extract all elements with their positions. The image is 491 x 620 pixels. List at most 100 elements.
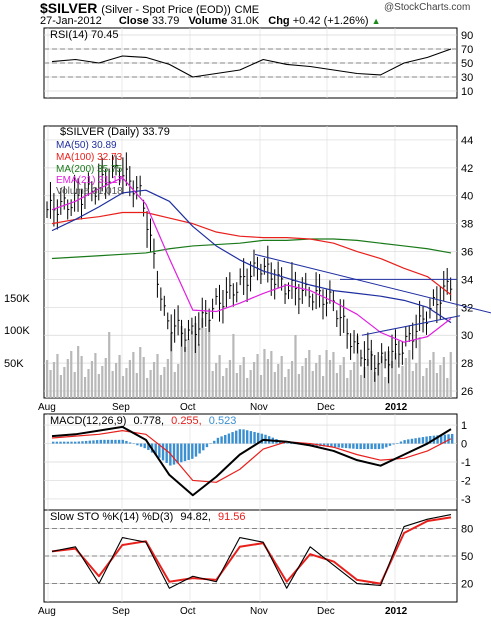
sto-x-tick-label: 2012 xyxy=(385,606,408,617)
volume-bar xyxy=(80,356,83,398)
volume-bar xyxy=(304,358,307,398)
macd-histogram-bar xyxy=(198,443,201,454)
price-tick-label: 30 xyxy=(461,330,473,342)
volume-bar xyxy=(187,339,190,398)
macd-histogram-bar xyxy=(165,443,168,463)
price-tick-label: 26 xyxy=(461,386,473,398)
macd-histogram-bar xyxy=(161,443,165,461)
macd-histogram-bar xyxy=(220,436,223,444)
volume-bar xyxy=(73,372,76,398)
sto-x-tick-label: Nov xyxy=(250,606,268,617)
macd-histogram-bar xyxy=(147,443,150,450)
volume-bar xyxy=(239,365,242,398)
macd-histogram-bar xyxy=(110,439,113,444)
macd-histogram-bar xyxy=(132,443,135,445)
volume-bar xyxy=(277,364,280,398)
sto-k-line xyxy=(51,514,452,589)
volume-bar xyxy=(397,374,401,398)
macd-tick-label: -1 xyxy=(461,457,471,469)
sto-label-d: 91.56 xyxy=(218,511,246,523)
volume-bar xyxy=(194,323,197,398)
volume-value: 31.0K xyxy=(230,15,260,27)
volume-bar xyxy=(90,361,94,398)
volume-bar xyxy=(201,318,204,398)
volume-bar xyxy=(156,354,159,398)
volume-bar xyxy=(384,377,387,398)
legend-ema21: EMA(21) 31.17 xyxy=(56,175,124,186)
volume-bar xyxy=(425,368,428,398)
volume-bar xyxy=(208,320,211,398)
macd-histogram-bar xyxy=(139,443,143,447)
volume-bar xyxy=(442,357,445,398)
volume-bar xyxy=(349,370,352,398)
macd-histogram-bar xyxy=(88,440,92,444)
volume-bar xyxy=(370,351,373,398)
macd-label: MACD(12,26,9) 0.778, 0.255, 0.523 xyxy=(50,415,236,427)
volume-bar xyxy=(118,355,121,398)
volume-bar xyxy=(380,356,383,398)
macd-histogram-bar xyxy=(330,443,333,447)
sto-x-tick-label: Oct xyxy=(180,606,196,617)
symbol-title: $SILVER (Silver - Spot Price (EOD)) CME xyxy=(40,0,259,16)
volume-bar xyxy=(70,351,73,398)
macd-histogram-bar xyxy=(403,440,406,444)
macd-histogram-bar xyxy=(81,441,84,444)
macd-histogram-bar xyxy=(440,434,443,444)
macd-histogram-bar xyxy=(352,443,355,449)
macd-label-main: MACD(12,26,9) xyxy=(50,415,126,427)
volume-bar xyxy=(435,373,439,398)
sto-tick-label: 80 xyxy=(461,523,473,535)
price-x-tick-label: Nov xyxy=(250,402,268,413)
macd-histogram-bar xyxy=(114,439,117,444)
volume-bar xyxy=(280,356,283,398)
macd-histogram-bar xyxy=(377,443,381,450)
macd-histogram-bar xyxy=(213,440,216,444)
symbol-description: (Silver - Spot Price (EOD)) xyxy=(101,4,231,16)
macd-label-hist: 0.523 xyxy=(209,415,237,427)
volume-bar xyxy=(297,374,301,398)
macd-histogram-bar xyxy=(187,443,190,461)
macd-histogram-bar xyxy=(62,441,66,444)
volume-bar xyxy=(259,375,263,398)
volume-bar xyxy=(83,377,87,398)
series-ema21-line xyxy=(51,177,452,343)
macd-histogram-bar xyxy=(253,431,256,444)
volume-bar xyxy=(177,364,180,398)
macd-histogram-bar xyxy=(238,429,242,444)
macd-histogram-bar xyxy=(429,436,432,444)
macd-histogram-bar xyxy=(286,443,289,444)
legend-ma50: MA(50) 30.89 xyxy=(56,140,117,151)
macd-histogram-bar xyxy=(242,429,245,444)
volume-bar xyxy=(104,358,107,398)
volume-bar xyxy=(52,362,56,398)
macd-histogram-bar xyxy=(249,431,253,444)
volume-bar xyxy=(204,328,207,398)
macd-histogram-bar xyxy=(381,443,384,449)
macd-histogram-bar xyxy=(396,442,399,444)
volume-bar xyxy=(246,378,249,398)
volume-bar xyxy=(418,337,421,398)
volume-bar xyxy=(332,352,335,398)
price-x-tick-label: Oct xyxy=(180,402,196,413)
sto-label-main: Slow STO %K(14) %D(3) xyxy=(50,511,173,523)
macd-tick-label: -3 xyxy=(461,494,471,506)
volume-bar xyxy=(363,367,366,398)
price-tick-label: 32 xyxy=(461,302,473,314)
macd-histogram-bar xyxy=(121,439,124,444)
chg-label: Chg xyxy=(268,15,290,27)
volume-bar xyxy=(346,378,349,398)
series-ma200-line xyxy=(51,238,452,260)
macd-histogram-bar xyxy=(191,443,194,459)
close-value: 33.79 xyxy=(151,15,180,27)
sto-tick-label: 20 xyxy=(461,579,473,591)
macd-histogram-bar xyxy=(374,443,377,450)
macd-histogram-bar xyxy=(443,434,447,444)
macd-histogram-bar xyxy=(136,443,139,446)
price-x-tick-label: Sep xyxy=(112,402,130,413)
volume-bar xyxy=(149,370,152,398)
macd-histogram-bar xyxy=(414,438,417,444)
volume-bar xyxy=(273,372,276,398)
macd-histogram-bar xyxy=(216,437,220,444)
macd-histogram-bar xyxy=(158,443,161,458)
sto-x-tick-label: Sep xyxy=(112,606,130,617)
